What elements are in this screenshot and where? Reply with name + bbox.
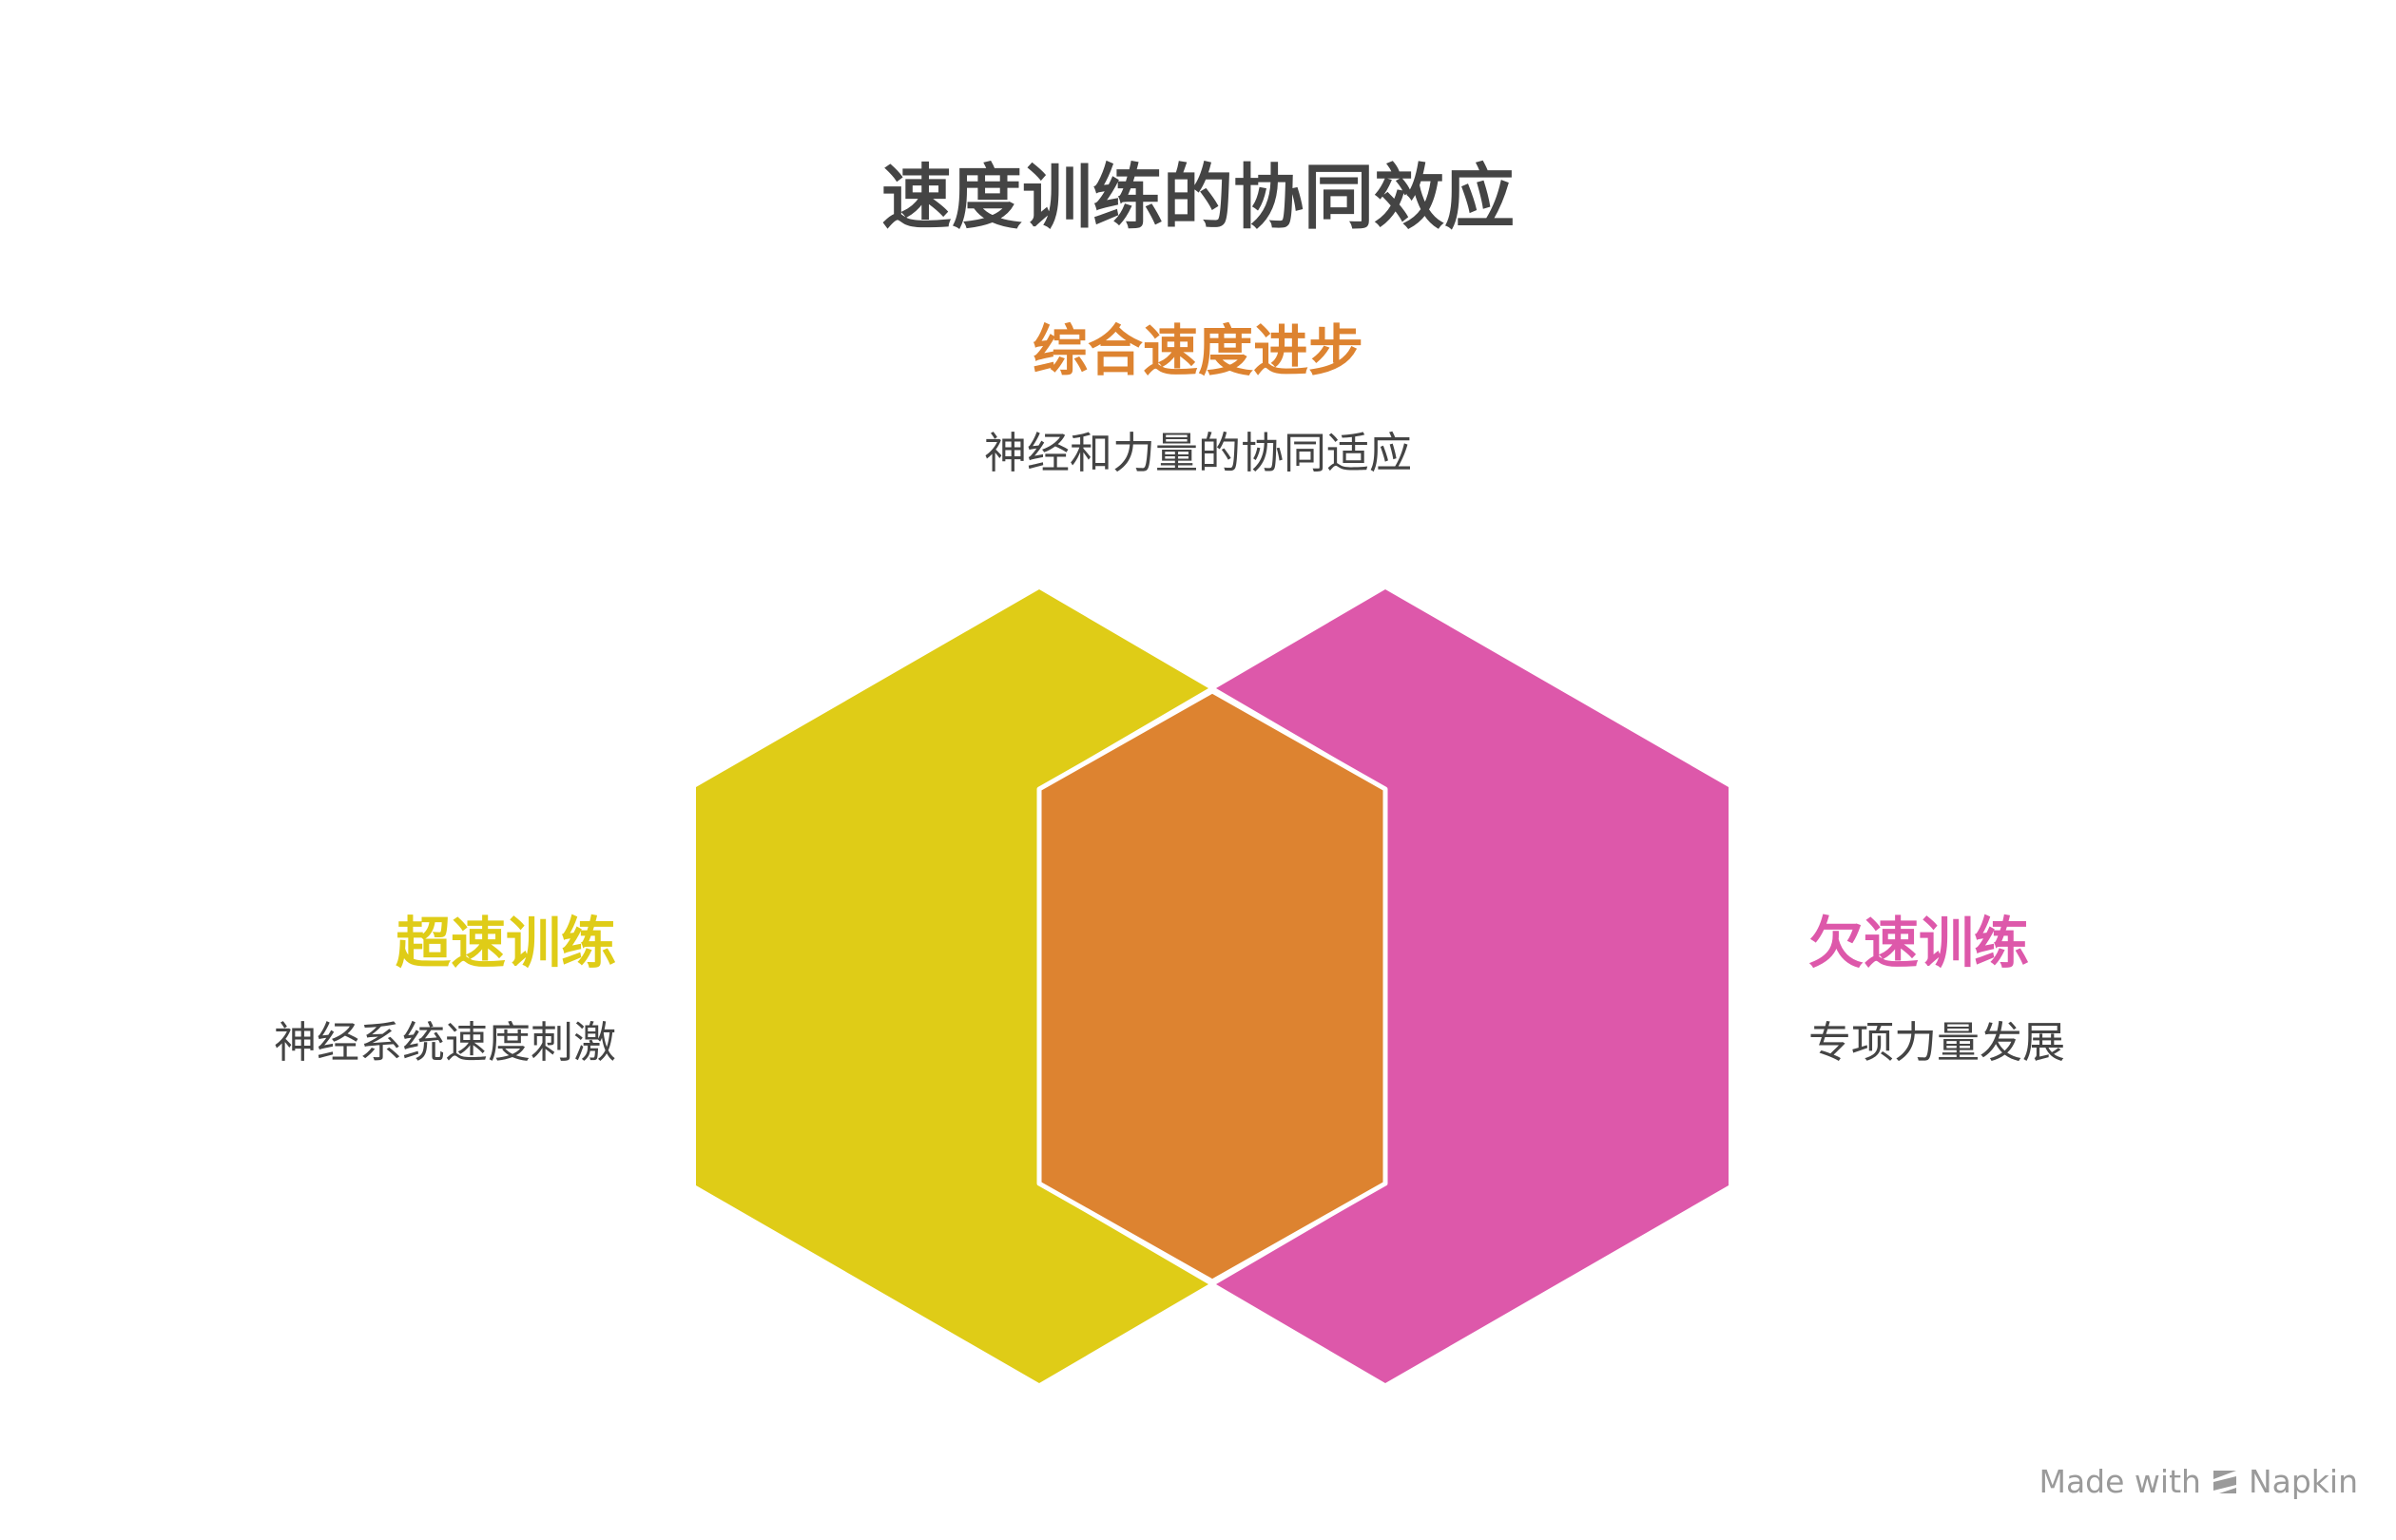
- overspeed-description: 神经系统速度刺激: [273, 1017, 616, 1068]
- intersection-description: 神经和力量的协同适应: [983, 428, 1412, 478]
- intersection-hexagon: [1036, 688, 1388, 1284]
- made-with-napkin-credit: Made with Napkin: [2039, 1463, 2358, 1500]
- diagram-title: 速度训练的协同效应: [881, 157, 1515, 239]
- napkin-logo-icon: [2212, 1470, 2236, 1493]
- underspeed-hexagon: [1216, 589, 1729, 1383]
- made-with-label: Made with: [2039, 1463, 2201, 1500]
- overspeed-hexagon: [696, 589, 1208, 1383]
- underspeed-heading: 欠速训练: [1808, 911, 2030, 975]
- intersection-heading: 综合速度进步: [1032, 318, 1363, 383]
- napkin-brand-label: Napkin: [2248, 1463, 2358, 1500]
- underspeed-description: 专项力量发展: [1808, 1017, 2066, 1068]
- overspeed-heading: 超速训练: [395, 911, 616, 975]
